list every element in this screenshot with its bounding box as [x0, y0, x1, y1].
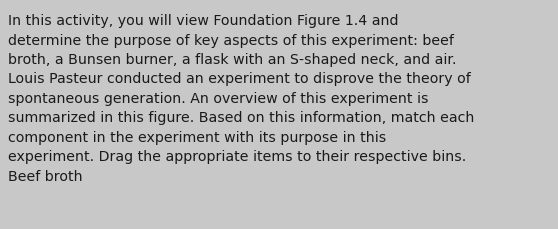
Text: Louis Pasteur conducted an experiment to disprove the theory of: Louis Pasteur conducted an experiment to…: [8, 72, 471, 86]
Text: broth, a Bunsen burner, a flask with an S-shaped neck, and air.: broth, a Bunsen burner, a flask with an …: [8, 53, 456, 67]
Text: spontaneous generation. An overview of this experiment is: spontaneous generation. An overview of t…: [8, 92, 429, 106]
Text: In this activity, you will view Foundation Figure 1.4 and: In this activity, you will view Foundati…: [8, 14, 398, 28]
Text: summarized in this figure. Based on this information, match each: summarized in this figure. Based on this…: [8, 111, 474, 125]
Text: experiment. Drag the appropriate items to their respective bins.: experiment. Drag the appropriate items t…: [8, 150, 466, 164]
Text: determine the purpose of key aspects of this experiment: beef: determine the purpose of key aspects of …: [8, 33, 454, 47]
Text: component in the experiment with its purpose in this: component in the experiment with its pur…: [8, 131, 386, 144]
Text: Beef broth: Beef broth: [8, 169, 83, 183]
